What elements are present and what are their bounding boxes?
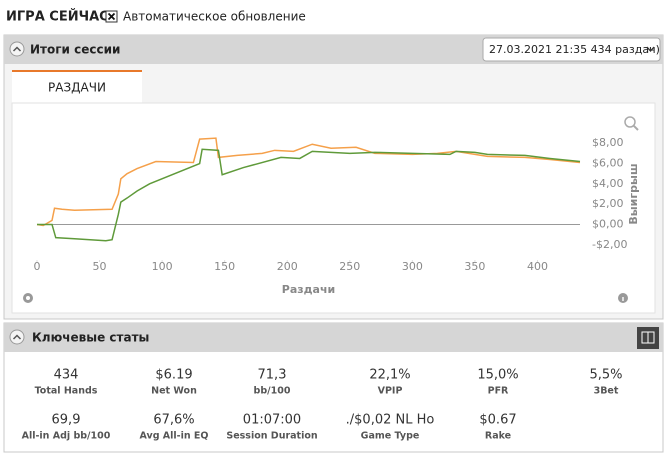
y-axis-label: Выигрыш [627, 163, 640, 224]
collapse-icon [12, 334, 22, 340]
stat-value: 22,1% [369, 368, 410, 383]
stat-label: 3Bet [594, 386, 619, 397]
stats-header [4, 323, 663, 352]
x-axis-label: Раздачи [282, 283, 335, 296]
stat-label: Total Hands [35, 386, 98, 397]
stat-label: Avg All-in EQ [139, 431, 208, 442]
stats-grid: 434 Total Hands $6.19 Net Won 71,3 bb/100 22,1… [22, 368, 623, 442]
stat-label: Session Duration [226, 431, 318, 442]
tab-label[interactable]: РАЗДАЧИ [48, 81, 106, 95]
stat-value: 434 [54, 368, 79, 383]
stat-label: Rake [485, 431, 511, 442]
stat-label: VPIP [378, 386, 403, 397]
y-tick-label: $2,00 [592, 197, 624, 210]
stat-value: 69,9 [52, 413, 81, 428]
dropdown-text[interactable]: 27.03.2021 21:35 434 раздач) [489, 43, 660, 56]
tab-indicator [12, 70, 142, 72]
collapse-button[interactable] [9, 329, 25, 345]
x-tick-label: 0 [34, 260, 41, 273]
stat-label: bb/100 [254, 386, 291, 397]
collapse-button[interactable] [9, 41, 25, 57]
checkbox-check [107, 12, 116, 21]
y-tick-label: $4,00 [592, 177, 624, 190]
zoom-handle [633, 125, 639, 131]
stats-title: Ключевые статы [32, 331, 149, 345]
x-tick-label: 400 [527, 260, 548, 273]
series-line [37, 148, 581, 242]
stat-value: ./$0,02 NL Ho [346, 413, 435, 428]
page-title: ИГРА СЕЙЧАС [6, 9, 109, 25]
settings-hole [26, 296, 30, 300]
y-tick-label: -$2,00 [592, 238, 627, 251]
dropdown-chevron [646, 46, 655, 52]
x-tick-label: 350 [464, 260, 485, 273]
x-tick-label: 150 [214, 260, 235, 273]
info-mark [622, 297, 624, 301]
chart: 0 50 100 150 200 250 300 350 400 -$2,00 $0,00 $2,00… [34, 136, 641, 296]
panel-title: Итоги сессии [30, 43, 120, 57]
session-dropdown[interactable] [482, 37, 661, 62]
y-tick-label: $8,00 [592, 136, 624, 149]
x-tick-label: 50 [93, 260, 107, 273]
x-tick-label: 300 [402, 260, 423, 273]
stat-label: Game Type [361, 431, 420, 442]
stat-value: 5,5% [589, 368, 622, 383]
stat-label: Net Won [151, 386, 197, 397]
x-tick-label: 250 [339, 260, 360, 273]
checkbox-label[interactable]: Автоматическое обновление [123, 10, 306, 24]
chart-area [11, 102, 656, 314]
stat-value: $0.67 [479, 413, 516, 428]
stat-value: 67,6% [153, 413, 194, 428]
stat-value: 15,0% [477, 368, 518, 383]
y-tick-label: $0,00 [592, 217, 624, 230]
stat-value: 01:07:00 [243, 413, 301, 428]
stat-label: All-in Adj bb/100 [22, 431, 111, 442]
stat-label: PFR [488, 386, 509, 397]
zoom-icon[interactable] [624, 116, 636, 128]
stat-value: 71,3 [258, 368, 287, 383]
y-tick-label: $6,00 [592, 157, 624, 170]
x-tick-label: 200 [277, 260, 298, 273]
collapse-icon [12, 46, 22, 52]
stat-value: $6.19 [155, 368, 192, 383]
x-tick-label: 100 [152, 260, 173, 273]
tab[interactable] [12, 70, 142, 104]
